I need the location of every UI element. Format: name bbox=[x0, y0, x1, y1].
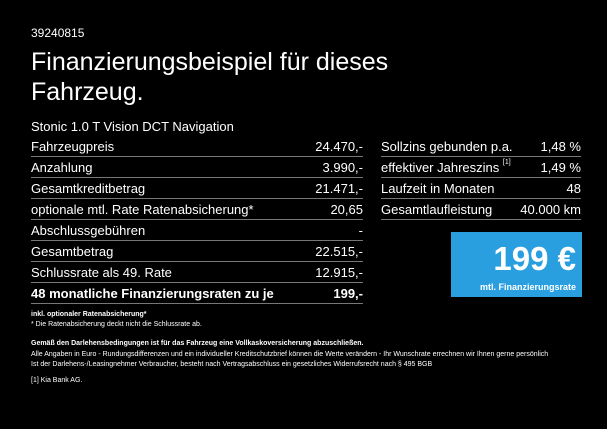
table-row: Schlussrate als 49. Rate 12.915,- bbox=[31, 262, 363, 283]
row-label: Sollzins gebunden p.a. bbox=[381, 138, 513, 154]
row-value: 40.000 km bbox=[520, 201, 581, 217]
table-row: Gesamtkreditbetrag 21.471,- bbox=[31, 178, 363, 199]
page-title: Finanzierungsbeispiel für dieses Fahrzeu… bbox=[31, 48, 389, 106]
table-row: Abschlussgebühren - bbox=[31, 220, 363, 241]
row-value: 22.515,- bbox=[315, 243, 363, 259]
table-row: optionale mtl. Rate Ratenabsicherung* 20… bbox=[31, 199, 363, 220]
table-row: Gesamtbetrag 22.515,- bbox=[31, 241, 363, 262]
row-value: 21.471,- bbox=[315, 180, 363, 196]
note-inkl: inkl. optionaler Ratenabsicherung* bbox=[31, 311, 147, 318]
footnote-ref: [1] bbox=[502, 158, 511, 166]
monthly-rate-box: 199 € mtl. Finanzierungsrate bbox=[451, 232, 582, 297]
row-label: Gesamtbetrag bbox=[31, 243, 114, 259]
table-row: Anzahlung 3.990,- bbox=[31, 157, 363, 178]
row-label: Gesamtlaufleistung bbox=[381, 201, 493, 217]
row-value: 20,65 bbox=[330, 201, 363, 217]
row-label: Schlussrate als 49. Rate bbox=[31, 264, 172, 280]
table-row: Sollzins gebunden p.a. 1,48 % bbox=[381, 136, 581, 157]
vehicle-model: Stonic 1.0 T Vision DCT Navigation bbox=[31, 119, 234, 134]
row-label: effektiver Jahreszins [1] bbox=[381, 158, 511, 175]
note-angaben-2: Ist der Darlehens-/Leasingnehmer Verbrau… bbox=[31, 361, 433, 368]
row-label: Gesamtkreditbetrag bbox=[31, 180, 146, 196]
row-label: Laufzeit in Monaten bbox=[381, 180, 495, 196]
row-value: 199,- bbox=[333, 285, 363, 301]
row-value: 1,48 % bbox=[540, 138, 581, 154]
row-label: Fahrzeugpreis bbox=[31, 138, 115, 154]
row-value: - bbox=[358, 222, 363, 238]
footnote: [1] Kia Bank AG. bbox=[31, 377, 83, 384]
row-label: Abschlussgebühren bbox=[31, 222, 146, 238]
table-row: Laufzeit in Monaten 48 bbox=[381, 178, 581, 199]
row-value: 48 bbox=[566, 180, 581, 196]
row-label: optionale mtl. Rate Ratenabsicherung* bbox=[31, 201, 254, 217]
monthly-rate-amount: 199 € bbox=[493, 240, 576, 277]
row-label: Anzahlung bbox=[31, 159, 93, 175]
row-value: 24.470,- bbox=[315, 138, 363, 154]
row-value: 12.915,- bbox=[315, 264, 363, 280]
monthly-rate-label: mtl. Finanzierungsrate bbox=[479, 282, 576, 292]
table-row: Gesamtlaufleistung 40.000 km bbox=[381, 199, 581, 220]
table-row: effektiver Jahreszins [1] 1,49 % bbox=[381, 157, 581, 178]
financing-table: Fahrzeugpreis 24.470,- Anzahlung 3.990,-… bbox=[31, 136, 363, 304]
row-label: 48 monatliche Finanzierungsraten zu je bbox=[31, 285, 274, 301]
note-angaben-1: Alle Angaben in Euro - Rundungsdifferenz… bbox=[31, 351, 549, 358]
note-darlehen: Gemäß den Darlehensbedingungen ist für d… bbox=[31, 340, 364, 347]
row-value: 3.990,- bbox=[322, 159, 363, 175]
row-value: 1,49 % bbox=[540, 159, 581, 175]
table-row: 48 monatliche Finanzierungsraten zu je 1… bbox=[31, 283, 363, 304]
note-ratenabsicherung: * Die Ratenabsicherung deckt nicht die S… bbox=[31, 321, 202, 328]
table-row: Fahrzeugpreis 24.470,- bbox=[31, 136, 363, 157]
listing-id: 39240815 bbox=[31, 26, 85, 40]
terms-table: Sollzins gebunden p.a. 1,48 % effektiver… bbox=[381, 136, 581, 220]
